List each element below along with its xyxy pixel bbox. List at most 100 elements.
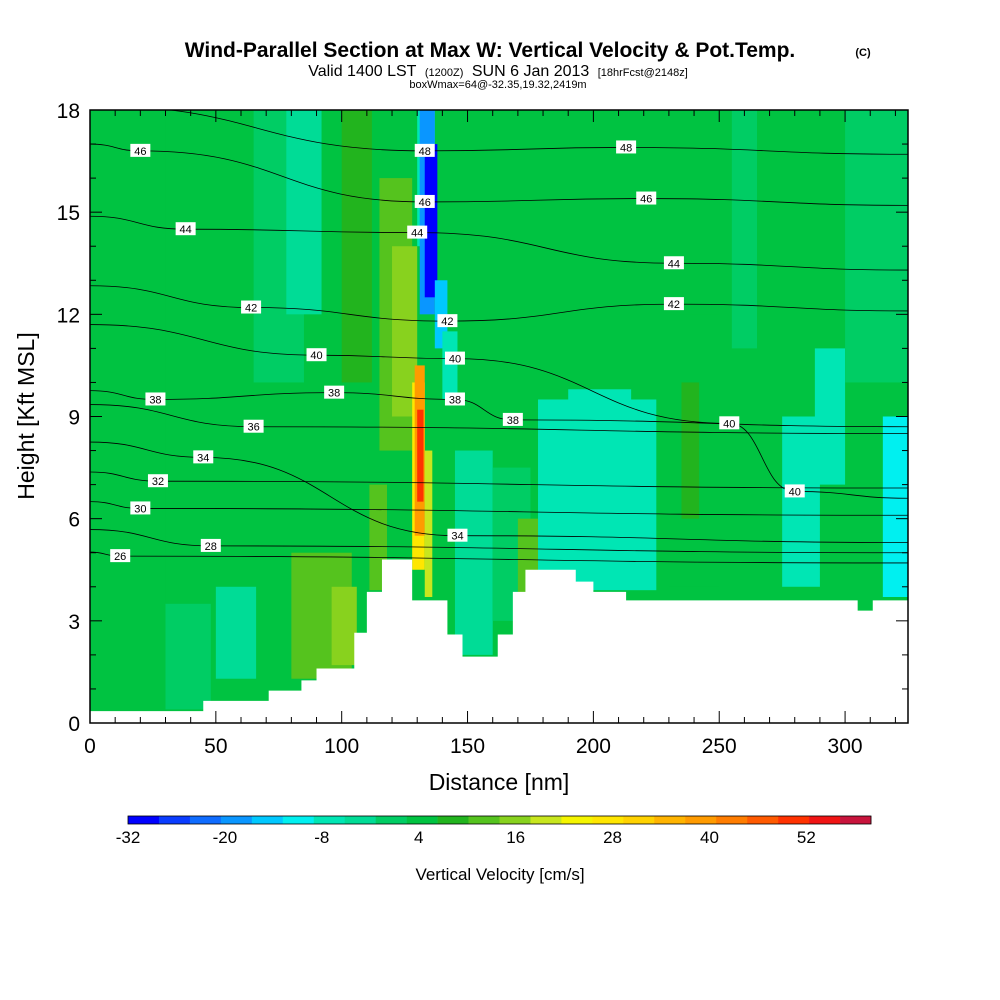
colorbar-swatch (437, 816, 469, 824)
velocity-cell (568, 389, 632, 570)
isentrope-line (166, 110, 908, 155)
velocity-cell (454, 450, 493, 655)
y-tick-label: 12 (57, 304, 80, 327)
colorbar-swatch (468, 816, 500, 824)
y-tick-label: 9 (68, 407, 80, 430)
velocity-cell (782, 416, 820, 587)
isentrope-line (90, 501, 908, 516)
colorbar-swatch (128, 816, 160, 824)
velocity-cell (424, 144, 438, 298)
isentrope-label: 40 (789, 486, 801, 498)
isentrope-label: 46 (419, 197, 431, 209)
isentrope-label-box (437, 314, 458, 328)
velocity-cell (442, 331, 458, 400)
colorbar-swatch (561, 816, 593, 824)
valid-time-line: Valid 1400 LST (1200Z) SUN 6 Jan 2013 [1… (308, 63, 688, 80)
isentrope-label-box (407, 225, 428, 239)
isentrope-label: 38 (328, 388, 340, 400)
isentrope-label: 48 (419, 146, 431, 158)
x-tick-label: 150 (450, 735, 485, 758)
velocity-cell (681, 382, 700, 519)
y-tick-label: 0 (68, 713, 80, 736)
velocity-cell (165, 603, 211, 710)
isentrope-label: 26 (114, 551, 126, 563)
colorbar-title: Vertical Velocity [cm/s] (415, 865, 584, 884)
isentrope-label-box (306, 348, 327, 362)
velocity-cell (731, 110, 757, 349)
isentrope-labels: 26 28 30 32 34 34 36 38 38 38 38 40 40 40 40 42 42 42 44 44… (110, 140, 805, 563)
colorbar-swatch (530, 816, 562, 824)
x-axis-label: Distance [nm] (429, 769, 570, 795)
isentrope-label: 46 (640, 194, 652, 206)
y-tick-label: 6 (68, 509, 80, 532)
colorbar-swatch (313, 816, 346, 824)
velocity-cell (845, 110, 908, 383)
colorbar: -32 -20 -8 4 16 28 40 52 (116, 815, 872, 847)
isentrope-label-box (110, 549, 131, 563)
colorbar-swatch (840, 816, 872, 824)
colorbar-tick-label: 4 (414, 828, 423, 847)
colorbar-swatch (344, 816, 376, 824)
isentrope-label: 40 (310, 350, 322, 362)
colorbar-tick-label: 52 (797, 828, 816, 847)
isentrope-line (90, 529, 908, 554)
isentrope-line (90, 441, 908, 543)
box-info: boxWmax=64@-32.35,19.32,2419m (409, 79, 586, 91)
isentrope-label: 42 (668, 299, 680, 311)
isentrope-label: 36 (247, 422, 259, 434)
velocity-cell (424, 450, 433, 597)
x-axis: 0 50 100 150 200 250 300 (84, 110, 896, 758)
colorbar-tick-label: 40 (700, 828, 719, 847)
velocity-cell (814, 348, 846, 485)
plot-area: 26 28 30 32 34 34 36 38 38 38 38 40 40 40 40 42 42 42 44 44… (90, 110, 908, 723)
isentrope-label-box (145, 392, 166, 406)
isentrope-label: 34 (197, 452, 209, 464)
isentrope-label-box (784, 484, 805, 498)
colorbar-swatch (406, 816, 438, 824)
x-tick-label: 300 (828, 735, 863, 758)
colorbar-swatch (747, 816, 779, 824)
isentrope-line (90, 471, 908, 489)
colorbar-swatch (654, 816, 686, 824)
colorbar-swatch (592, 816, 624, 824)
x-tick-label: 200 (576, 735, 611, 758)
isentrope-label-box (324, 385, 345, 399)
velocity-cell (331, 586, 357, 666)
velocity-cell (286, 110, 322, 315)
velocity-cell (215, 586, 257, 679)
isentrope-label: 40 (723, 418, 735, 430)
isentrope-label-box (147, 474, 168, 488)
isentrope-label-box (444, 392, 465, 406)
colorbar-swatch (778, 816, 810, 824)
colorbar-swatch (220, 816, 253, 824)
isentrope-label: 42 (441, 316, 453, 328)
isentrope-label-box (193, 450, 214, 464)
y-tick-label: 15 (57, 202, 80, 225)
velocity-cell (417, 409, 424, 502)
colorbar-swatch (375, 816, 407, 824)
velocity-cell (341, 110, 372, 383)
isentrope-label-box (719, 416, 740, 430)
colorbar-swatch (685, 816, 717, 824)
isentrope-label: 44 (668, 258, 680, 270)
isentrope-label: 48 (620, 142, 632, 154)
x-tick-label: 250 (702, 735, 737, 758)
y-tick-label: 18 (57, 100, 80, 123)
terrain (90, 559, 908, 723)
valid-date: SUN 6 Jan 2013 (472, 63, 590, 80)
isentrope-label-box (663, 297, 684, 311)
colorbar-tick-label: -20 (213, 828, 238, 847)
isentrope-label-box (130, 501, 151, 515)
colorbar-swatch (251, 816, 284, 824)
colorbar-swatch (716, 816, 748, 824)
isentrope-label-box (241, 300, 262, 314)
isentrope-label-box (414, 194, 435, 208)
isentrope-label: 38 (149, 394, 161, 406)
y-axis: 0 36 9 12 15 18 (57, 100, 908, 736)
colorbar-swatch (623, 816, 655, 824)
colorbar-tick-label: 28 (603, 828, 622, 847)
colorbar-tick-label: -8 (314, 828, 329, 847)
colorbar-swatch (158, 816, 191, 824)
isentrope-label: 38 (449, 394, 461, 406)
